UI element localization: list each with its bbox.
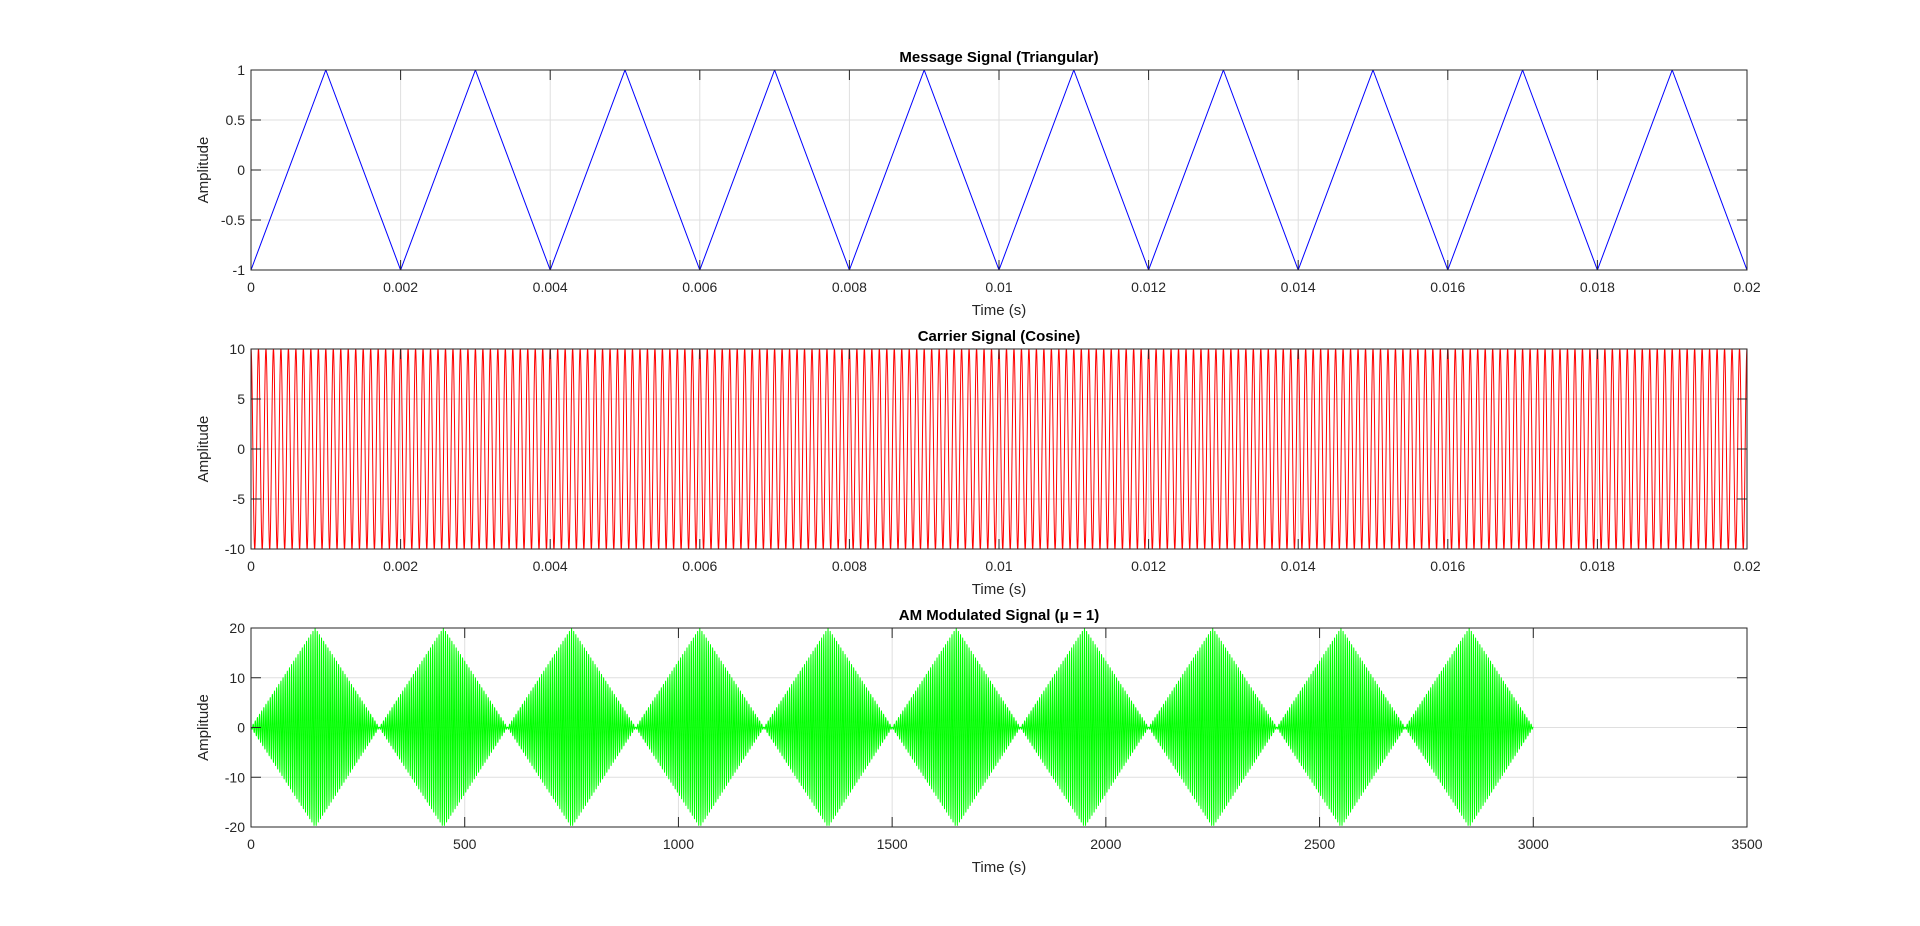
plot-area <box>251 349 1747 549</box>
x-tick-label: 0.02 <box>1733 279 1760 295</box>
x-tick-label: 0.018 <box>1580 558 1615 574</box>
y-axis-label: Amplitude <box>195 416 212 483</box>
y-tick-label: 0 <box>237 441 245 457</box>
x-tick-label: 0.004 <box>533 279 568 295</box>
chart-title: Message Signal (Triangular) <box>899 49 1098 66</box>
x-tick-label: 0.016 <box>1430 558 1465 574</box>
y-tick-label: 5 <box>237 391 245 407</box>
x-tick-label: 0.018 <box>1580 279 1615 295</box>
y-tick-label: 20 <box>229 620 245 636</box>
x-tick-label: 0 <box>247 836 255 852</box>
y-tick-label: 10 <box>229 341 245 357</box>
x-tick-label: 0.01 <box>985 558 1012 574</box>
x-tick-label: 0.006 <box>682 558 717 574</box>
y-tick-label: -10 <box>225 769 245 785</box>
chart-title: AM Modulated Signal (μ = 1) <box>899 607 1099 624</box>
y-tick-label: -0.5 <box>221 212 245 228</box>
series-line <box>251 349 1747 549</box>
x-tick-label: 0.008 <box>832 279 867 295</box>
x-tick-label: 2500 <box>1304 836 1335 852</box>
carrier-signal-axes: 0 0.002 0.004 0.006 0.008 0.01 0.012 0.014 0.016… <box>195 328 1761 598</box>
x-tick-label: 0.002 <box>383 558 418 574</box>
x-tick-label: 0.01 <box>985 279 1012 295</box>
y-tick-label: -10 <box>225 541 245 557</box>
series-line <box>251 628 1534 826</box>
plot-area <box>251 70 1747 270</box>
y-axis-label: Amplitude <box>195 137 212 204</box>
x-tick-label: 0.016 <box>1430 279 1465 295</box>
x-tick-label: 0.014 <box>1281 558 1316 574</box>
x-axis-label: Time (s) <box>972 859 1026 876</box>
series-line <box>251 70 1747 270</box>
message-signal-axes: 0 0.002 0.004 0.006 0.008 0.01 0.012 0.014 0.016… <box>195 49 1761 319</box>
y-axis-label: Amplitude <box>195 694 212 761</box>
x-tick-label: 1500 <box>877 836 908 852</box>
x-tick-label: 3000 <box>1518 836 1549 852</box>
x-tick-label: 3500 <box>1731 836 1762 852</box>
x-tick-label: 0.008 <box>832 558 867 574</box>
chart-title: Carrier Signal (Cosine) <box>918 328 1081 345</box>
plot-area <box>251 628 1534 826</box>
y-tick-label: 10 <box>229 670 245 686</box>
y-tick-label: -20 <box>225 819 245 835</box>
x-tick-label: 0.014 <box>1281 279 1316 295</box>
x-axis-label: Time (s) <box>972 302 1026 319</box>
x-tick-label: 0.012 <box>1131 558 1166 574</box>
x-tick-label: 0.004 <box>533 558 568 574</box>
x-tick-label: 0.012 <box>1131 279 1166 295</box>
x-tick-label: 0 <box>247 279 255 295</box>
x-axis-label: Time (s) <box>972 581 1026 598</box>
x-tick-label: 0.02 <box>1733 558 1760 574</box>
y-tick-label: 0.5 <box>226 112 246 128</box>
x-tick-label: 1000 <box>663 836 694 852</box>
ticks: 0 0.002 0.004 0.006 0.008 0.01 0.012 0.014 0.016… <box>225 341 1761 574</box>
y-tick-label: -5 <box>233 491 246 507</box>
y-tick-label: 0 <box>237 162 245 178</box>
x-tick-label: 2000 <box>1090 836 1121 852</box>
y-tick-label: -1 <box>233 262 246 278</box>
ticks: 0 0.002 0.004 0.006 0.008 0.01 0.012 0.014 0.016… <box>221 62 1761 295</box>
y-tick-label: 1 <box>237 62 245 78</box>
x-tick-label: 0.002 <box>383 279 418 295</box>
ticks: 0 500 1000 1500 2000 2500 3000 3500 -20 -10 0 10 20 <box>225 620 1763 852</box>
x-tick-label: 0.006 <box>682 279 717 295</box>
x-tick-label: 500 <box>453 836 477 852</box>
x-tick-label: 0 <box>247 558 255 574</box>
am-modulated-signal-axes: 0 500 1000 1500 2000 2500 3000 3500-20-1001020 … <box>195 607 1763 876</box>
y-tick-label: 0 <box>237 720 245 736</box>
